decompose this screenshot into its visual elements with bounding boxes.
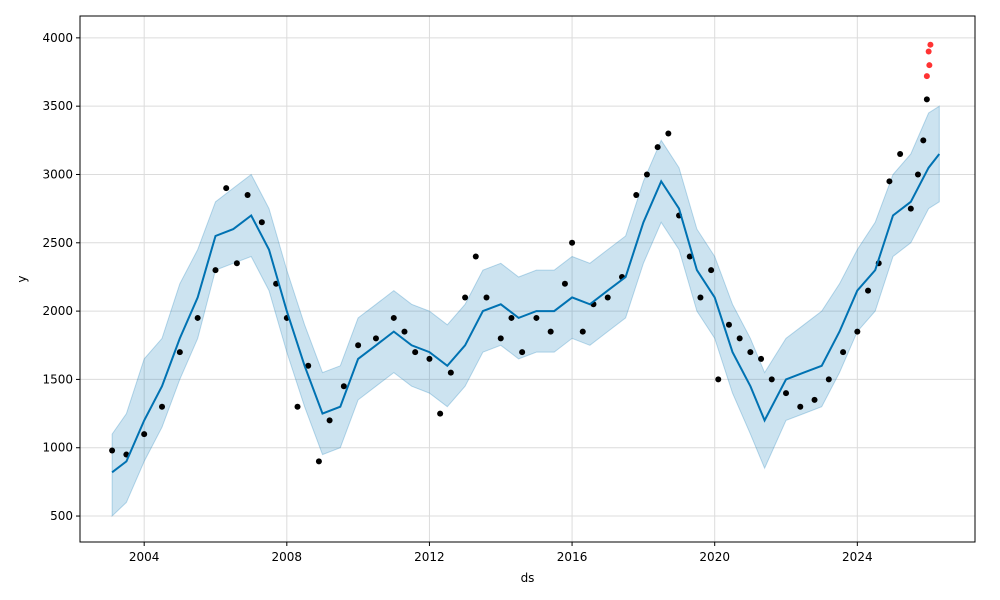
plot-area xyxy=(109,41,941,518)
observed-point xyxy=(825,376,832,383)
observed-point xyxy=(725,321,732,328)
y-tick-label-6: 3500 xyxy=(42,99,73,113)
observed-point xyxy=(109,447,116,454)
observed-point xyxy=(783,390,790,397)
observed-point xyxy=(326,417,333,424)
observed-point xyxy=(340,383,347,390)
observed-point xyxy=(212,267,219,274)
observed-point xyxy=(923,96,930,103)
observed-point xyxy=(579,328,586,335)
observed-point xyxy=(401,328,408,335)
observed-point xyxy=(547,328,554,335)
y-tick-label-7: 4000 xyxy=(42,31,73,45)
observed-point xyxy=(747,349,754,356)
observed-point xyxy=(840,349,847,356)
observed-point xyxy=(447,369,454,376)
outlier-point xyxy=(927,41,934,48)
observed-point xyxy=(708,267,715,274)
observed-points xyxy=(109,96,930,465)
observed-point xyxy=(258,219,265,226)
observed-point xyxy=(633,191,640,198)
y-tick-label-0: 500 xyxy=(50,509,73,523)
observed-point xyxy=(372,335,379,342)
observed-point xyxy=(758,355,765,362)
observed-point xyxy=(426,355,433,362)
y-tick-label-5: 3000 xyxy=(42,167,73,181)
observed-point xyxy=(390,314,397,321)
observed-point xyxy=(472,253,479,260)
observed-point xyxy=(715,376,722,383)
observed-point xyxy=(141,431,148,438)
observed-point xyxy=(811,396,818,403)
observed-point xyxy=(686,253,693,260)
observed-point xyxy=(483,294,490,301)
observed-point xyxy=(315,458,322,465)
x-tick-label-4: 2020 xyxy=(699,550,730,564)
grid xyxy=(80,16,975,542)
observed-point xyxy=(519,349,526,356)
observed-point xyxy=(569,239,576,246)
observed-point xyxy=(244,191,251,198)
observed-point xyxy=(508,314,515,321)
outlier-point xyxy=(925,48,932,55)
observed-point xyxy=(604,294,611,301)
x-axis-label: ds xyxy=(521,571,535,585)
observed-point xyxy=(797,403,804,410)
observed-point xyxy=(920,137,927,144)
observed-point xyxy=(294,403,301,410)
observed-point xyxy=(233,260,240,267)
observed-point xyxy=(886,178,893,185)
observed-point xyxy=(176,349,183,356)
y-axis-label: y xyxy=(15,275,29,282)
uncertainty-interval-band xyxy=(111,105,940,518)
observed-point xyxy=(462,294,469,301)
observed-point xyxy=(412,349,419,356)
observed-point xyxy=(736,335,743,342)
x-tick-label-3: 2016 xyxy=(557,550,588,564)
x-tick-label-5: 2024 xyxy=(842,550,873,564)
x-tick-label-0: 2004 xyxy=(129,550,160,564)
outlier-point xyxy=(923,73,930,80)
observed-point xyxy=(223,185,230,192)
observed-point xyxy=(654,144,661,151)
outlier-points xyxy=(923,41,934,80)
axes: 2004 2008 2012 2016 2020 2024 500 1000 1500 2000 2… xyxy=(42,31,872,564)
y-tick-label-2: 1500 xyxy=(42,372,73,386)
observed-point xyxy=(768,376,775,383)
observed-point xyxy=(561,280,568,287)
observed-point xyxy=(194,314,201,321)
observed-point xyxy=(159,403,166,410)
observed-point xyxy=(533,314,540,321)
observed-point xyxy=(497,335,504,342)
observed-point xyxy=(305,362,312,369)
observed-point xyxy=(907,205,914,212)
plot-frame xyxy=(79,15,976,543)
outlier-point xyxy=(926,62,933,69)
observed-point xyxy=(914,171,921,178)
observed-point xyxy=(897,150,904,157)
observed-point xyxy=(854,328,861,335)
y-tick-label-3: 2000 xyxy=(42,304,73,318)
observed-point xyxy=(437,410,444,417)
observed-point xyxy=(665,130,672,137)
y-tick-label-1: 1000 xyxy=(42,441,73,455)
x-tick-label-1: 2008 xyxy=(272,550,303,564)
observed-point xyxy=(697,294,704,301)
y-tick-label-4: 2500 xyxy=(42,236,73,250)
observed-point xyxy=(643,171,650,178)
forecast-line xyxy=(111,153,941,474)
x-tick-label-2: 2012 xyxy=(414,550,445,564)
observed-point xyxy=(865,287,872,294)
observed-point xyxy=(355,342,362,349)
